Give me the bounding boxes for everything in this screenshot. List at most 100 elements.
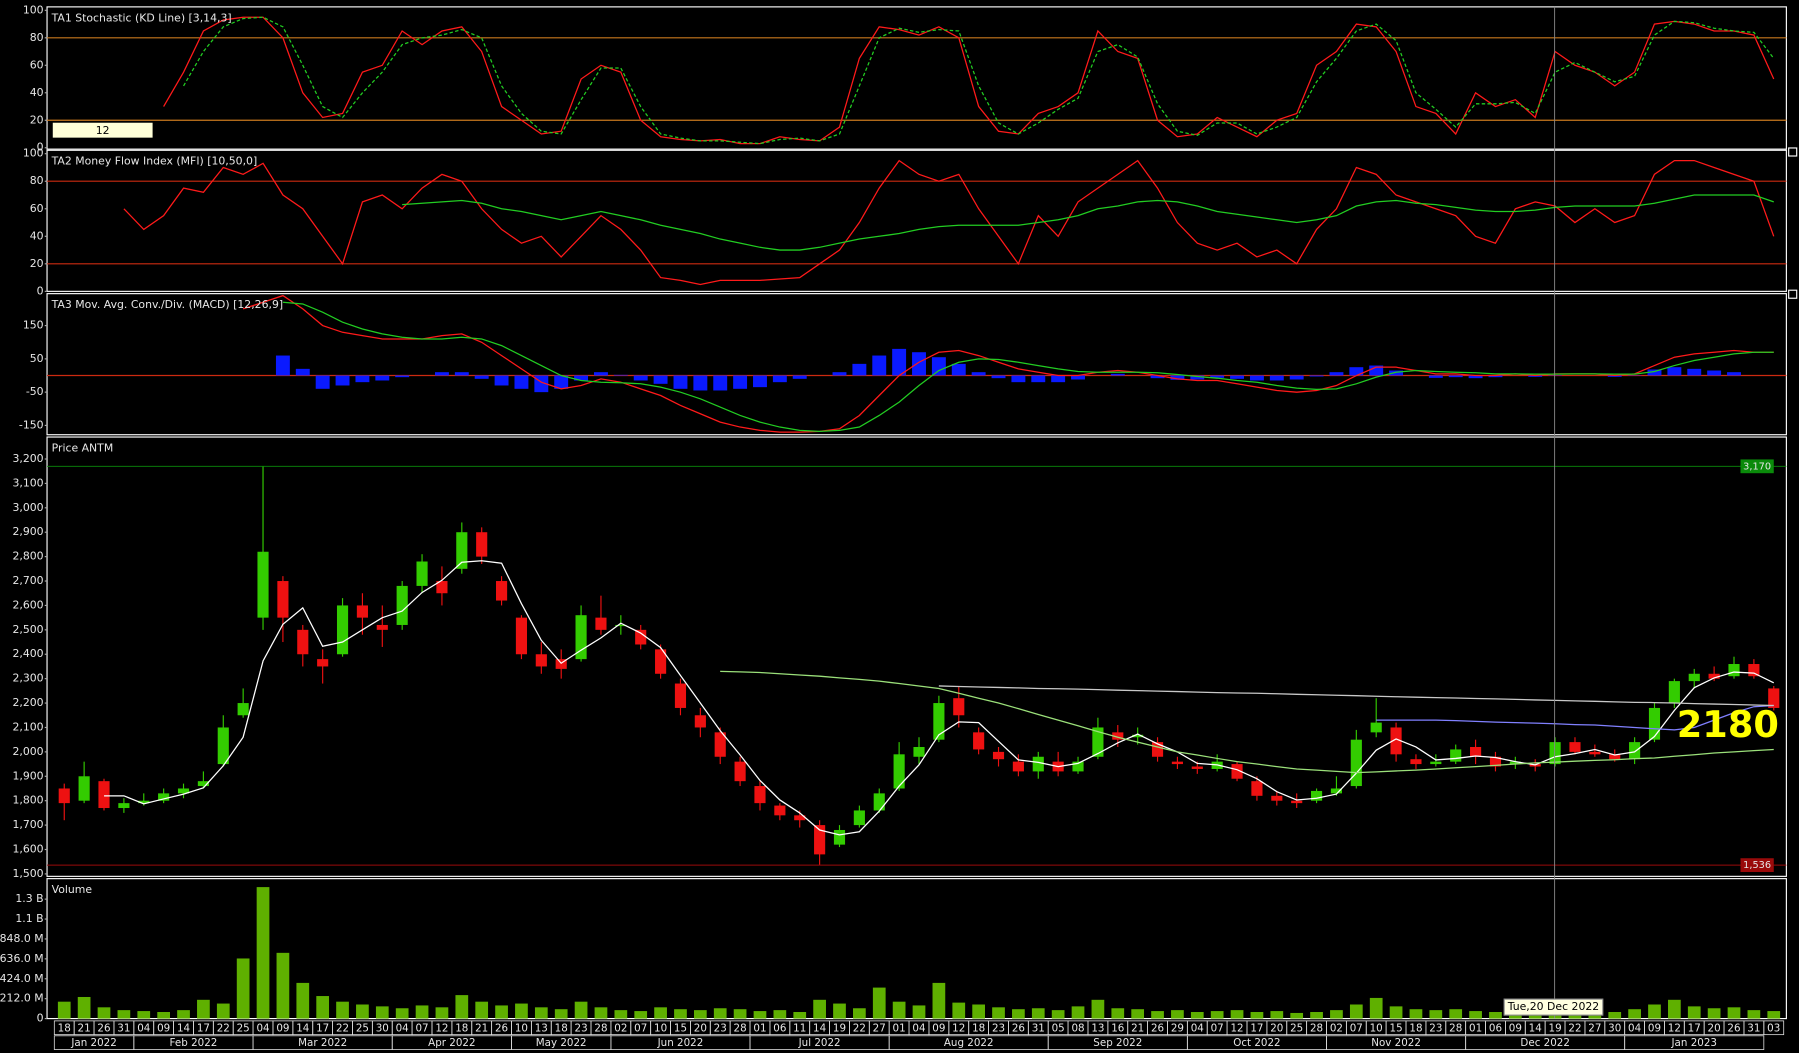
bar: [315, 375, 330, 389]
bar: [991, 375, 1006, 379]
month-label: Mar 2022: [298, 1037, 347, 1049]
x-tick-label: 31: [1032, 1022, 1045, 1034]
x-tick-label: 16: [1111, 1022, 1124, 1034]
volume-bar: [1687, 1006, 1701, 1019]
candle-body: [476, 532, 488, 557]
volume-bar: [236, 958, 250, 1019]
volume-bar: [634, 1011, 648, 1019]
volume-bar: [1190, 1012, 1204, 1019]
bar: [434, 372, 449, 376]
x-tick-label: 10: [515, 1022, 528, 1034]
y-tick-label: 100: [23, 147, 44, 160]
volume-bar: [77, 996, 91, 1019]
candle-body: [714, 732, 726, 757]
bar: [852, 363, 867, 376]
volume-bar: [157, 1012, 171, 1019]
candle-body: [1092, 727, 1104, 757]
volume-bar: [455, 995, 469, 1019]
x-tick-label: 22: [217, 1022, 230, 1034]
y-tick-label: 2,200: [12, 696, 43, 709]
candle-body: [1629, 742, 1641, 760]
volume-bar: [515, 1003, 528, 1019]
volume-bar: [753, 1011, 767, 1019]
candle-body: [1132, 734, 1144, 738]
cursor-value: 12: [96, 124, 110, 137]
candle-body: [78, 776, 90, 801]
volume-bar: [614, 1010, 628, 1019]
volume-bar: [475, 1001, 489, 1019]
x-tick-label: 26: [1012, 1022, 1025, 1034]
bar: [1210, 375, 1225, 378]
volume-bar: [1031, 1008, 1045, 1019]
bar: [1170, 375, 1185, 380]
volume-bar: [1369, 997, 1383, 1019]
volume-bar: [733, 1009, 747, 1019]
x-tick-label: 04: [256, 1022, 269, 1034]
x-tick-label: 12: [952, 1022, 965, 1034]
candle-body: [1648, 707, 1661, 740]
x-tick-label: 28: [734, 1022, 747, 1034]
y-tick-label: 2,100: [12, 720, 43, 733]
bar: [1190, 375, 1205, 380]
x-tick-label: 18: [455, 1022, 468, 1034]
x-tick-label: 09: [276, 1022, 289, 1034]
bar: [1011, 375, 1026, 383]
x-tick-label: 30: [1608, 1022, 1621, 1034]
bar: [1369, 365, 1384, 376]
volume-bar: [495, 1005, 508, 1019]
candle-body: [1688, 673, 1700, 682]
overlay: 12 Tue,20 Dec 2022: [52, 6, 1798, 1019]
month-label: Jun 2022: [657, 1037, 704, 1049]
candle-body: [515, 617, 528, 655]
bar: [1707, 370, 1722, 376]
volume-bar: [1091, 999, 1105, 1019]
x-tick-label: 02: [1330, 1022, 1343, 1034]
bar: [1150, 375, 1165, 379]
close-icon[interactable]: [1788, 147, 1798, 157]
candle-body: [953, 698, 965, 716]
candle-body: [535, 654, 547, 667]
volume-bar: [1310, 1012, 1323, 1019]
bar: [772, 375, 787, 383]
bar: [335, 375, 350, 386]
panel-title: Volume: [52, 883, 93, 896]
x-tick-label: 18: [555, 1022, 568, 1034]
x-tick-label: 23: [575, 1022, 588, 1034]
volume-bar: [972, 1004, 985, 1019]
y-tick-label: -50: [26, 385, 44, 398]
x-tick-label: 22: [336, 1022, 349, 1034]
x-tick-label: 03: [1767, 1022, 1780, 1034]
x-tick-label: 04: [1191, 1022, 1204, 1034]
volume-bar: [256, 887, 270, 1019]
candle-body: [734, 761, 746, 782]
x-tick-label: 27: [873, 1022, 886, 1034]
bar: [872, 355, 887, 376]
volume-bar: [296, 982, 310, 1019]
y-tick-label: 1.1 B: [15, 912, 43, 925]
candle-body: [1271, 795, 1283, 801]
x-tick-label: 04: [137, 1022, 150, 1034]
volume-bar: [1389, 1006, 1403, 1019]
candle-body: [138, 800, 150, 804]
volume-bar: [177, 1010, 190, 1019]
x-tick-label: 14: [177, 1022, 190, 1034]
panel-title: TA3 Mov. Avg. Conv./Div. (MACD) [12,26,9…: [51, 298, 284, 311]
x-tick-label: 23: [714, 1022, 727, 1034]
close-icon[interactable]: [1788, 289, 1798, 299]
volume-bar: [674, 1009, 687, 1019]
bar: [693, 375, 708, 391]
bar: [673, 375, 688, 389]
x-tick-label: 22: [1568, 1022, 1581, 1034]
candle-body: [118, 803, 130, 809]
volume-bar: [1330, 1010, 1343, 1019]
candle-body: [933, 703, 945, 740]
y-tick-label: 0: [37, 1012, 44, 1025]
y-tick-label: 424.0 M: [0, 972, 44, 985]
series-line: [123, 159, 1775, 286]
y-tick-label: 2,800: [12, 550, 43, 563]
candle-body: [1470, 746, 1482, 757]
month-label: May 2022: [536, 1037, 587, 1049]
y-tick-label: 1,600: [12, 843, 43, 856]
x-tick-label: 06: [1489, 1022, 1502, 1034]
candle-body: [1549, 742, 1561, 765]
